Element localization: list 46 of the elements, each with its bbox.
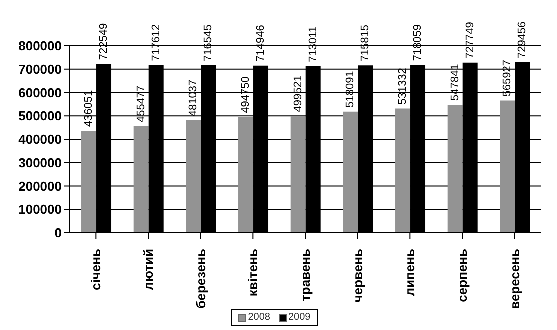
legend-label: 2009: [288, 312, 311, 323]
y-tick-label: 700000: [18, 62, 62, 77]
y-tick-label: 0: [54, 226, 62, 241]
x-tick-label: квітень: [246, 249, 261, 297]
data-label: 717612: [150, 24, 162, 62]
bar: [134, 126, 149, 233]
data-label: 718059: [412, 24, 424, 62]
x-tick-label: січень: [88, 249, 104, 290]
y-tick-label: 400000: [18, 132, 62, 148]
x-tick-label: червень: [350, 249, 366, 303]
y-tick-label: 500000: [18, 108, 62, 124]
x-tick-label: травень: [298, 249, 313, 302]
data-label: 531332: [397, 68, 410, 105]
data-label: 722549: [98, 23, 110, 60]
bar: [343, 112, 358, 233]
y-tick-label: 800000: [18, 38, 62, 54]
data-label: 518091: [344, 71, 357, 108]
data-label: 716545: [202, 24, 215, 62]
x-tick-label: серпень: [455, 248, 470, 302]
bar: [186, 120, 202, 233]
data-label: 455477: [135, 86, 148, 123]
bar: [82, 131, 97, 233]
x-tick-label: липень: [402, 249, 418, 296]
legend-label: 2008: [247, 312, 270, 323]
data-label: 714946: [255, 25, 268, 62]
x-tick-label: березень: [193, 248, 208, 309]
bar: [448, 104, 463, 233]
bar: [238, 117, 254, 233]
data-label: 715815: [360, 24, 372, 62]
data-label: 481037: [188, 80, 200, 117]
data-label: 499521: [292, 76, 304, 112]
data-label: 727749: [464, 22, 476, 59]
y-tick-label: 200000: [18, 178, 62, 194]
data-label: 436051: [83, 90, 96, 128]
data-label: 565927: [502, 60, 514, 97]
data-label: 494750: [240, 76, 252, 114]
y-tick-label: 600000: [18, 85, 62, 100]
y-tick-label: 300000: [18, 155, 62, 170]
data-label: 547841: [449, 64, 462, 101]
y-tick-label: 100000: [18, 202, 62, 218]
x-tick-label: лютий: [141, 248, 156, 290]
bar: [500, 100, 516, 233]
data-label: 729456: [516, 22, 529, 58]
bar: [396, 108, 411, 233]
bar: [290, 116, 306, 233]
x-tick-label: вересень: [507, 249, 522, 310]
